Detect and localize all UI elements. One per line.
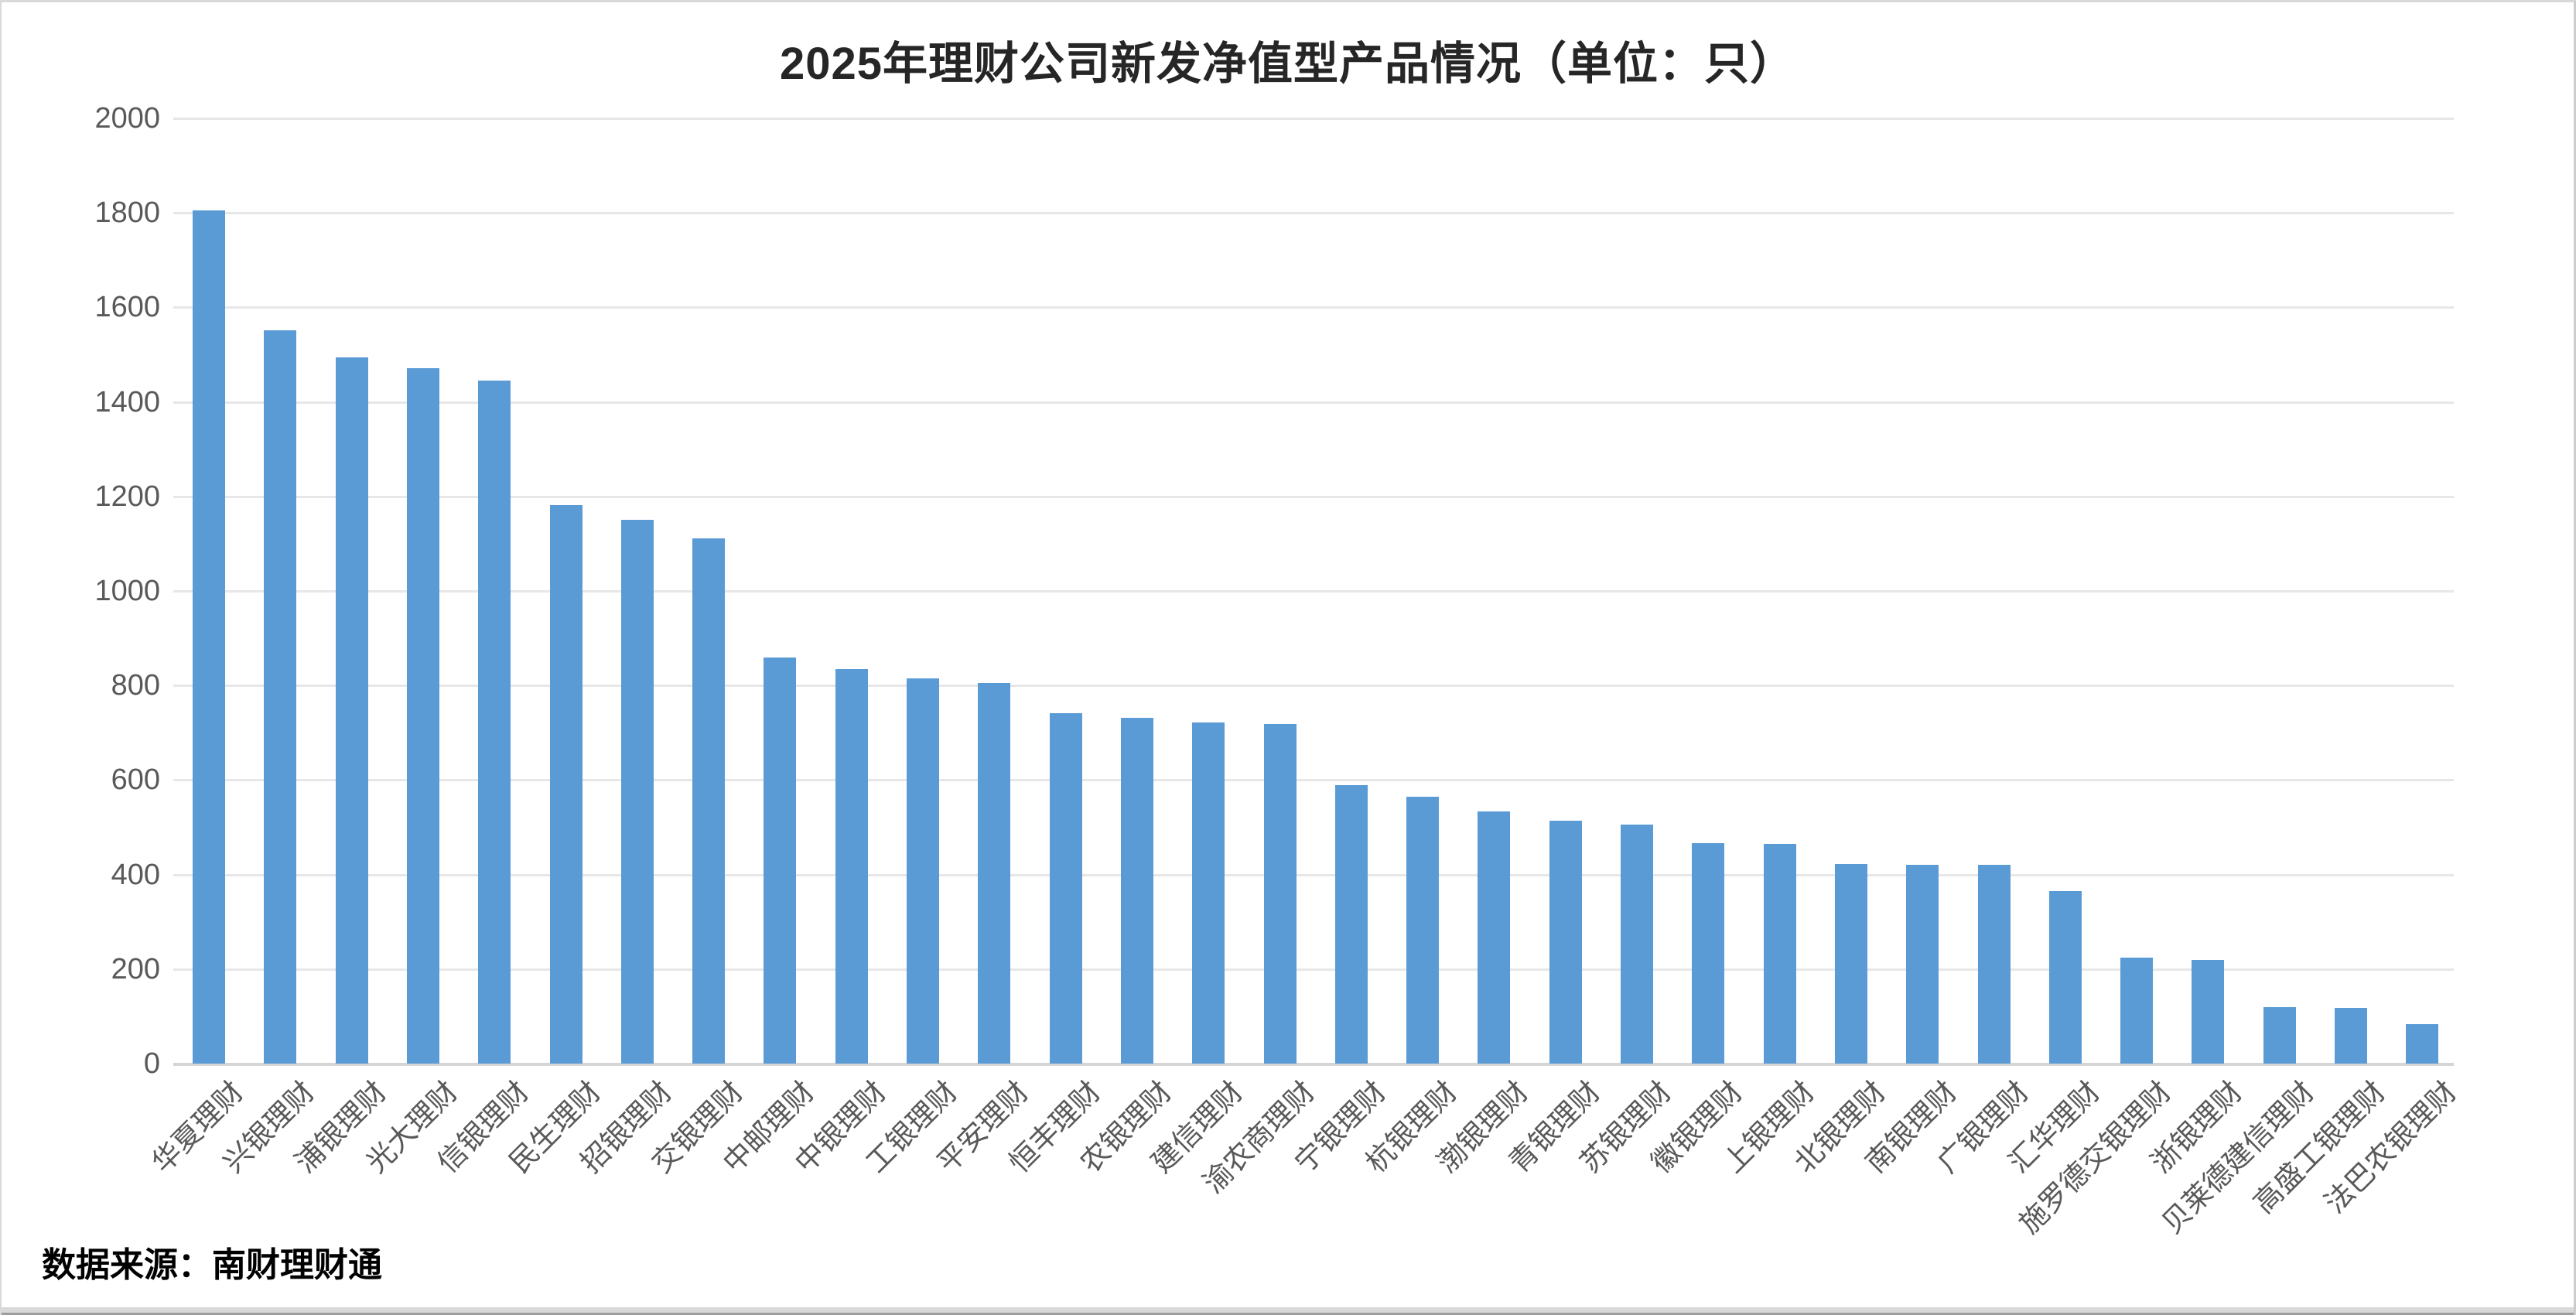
bar-25	[1906, 865, 1939, 1064]
bar-8	[692, 538, 725, 1064]
y-axis-tick-label: 0	[143, 1047, 160, 1080]
bar-29	[2192, 960, 2224, 1064]
bar-10	[835, 669, 868, 1064]
bar-22	[1692, 843, 1724, 1064]
y-axis-tick-label: 1400	[94, 385, 160, 418]
bar-31	[2335, 1008, 2367, 1064]
data-source-note: 数据来源：南财理财通	[42, 1246, 382, 1284]
bar-26	[1978, 865, 2011, 1064]
bar-12	[978, 683, 1010, 1064]
bar-2	[264, 330, 296, 1064]
bar-15	[1192, 722, 1225, 1064]
bar-5	[478, 381, 511, 1064]
gridline	[173, 873, 2454, 876]
bar-1	[193, 210, 225, 1064]
bar-11	[907, 678, 939, 1064]
y-axis-tick-label: 200	[111, 952, 160, 985]
bar-30	[2263, 1007, 2296, 1064]
y-axis-tick-label: 800	[111, 669, 160, 702]
bar-14	[1121, 718, 1153, 1064]
bar-3	[336, 357, 368, 1064]
chart-title: 2025年理财公司新发净值型产品情况（单位：只）	[779, 39, 1796, 89]
bar-7	[621, 520, 654, 1064]
y-axis-tick-label: 2000	[94, 102, 160, 135]
bar-24	[1835, 864, 1867, 1064]
bar-4	[407, 368, 439, 1064]
gridline	[173, 118, 2454, 120]
bar-6	[550, 505, 583, 1064]
y-axis-tick-label: 600	[111, 763, 160, 797]
gridline	[173, 401, 2454, 404]
y-axis-tick-label: 1000	[94, 575, 160, 607]
bar-17	[1335, 785, 1368, 1064]
y-axis-tick-label: 1800	[94, 196, 160, 230]
bar-9	[764, 658, 796, 1064]
bar-19	[1478, 811, 1510, 1064]
gridline	[173, 306, 2454, 309]
bar-16	[1264, 724, 1297, 1064]
x-axis-line	[173, 1063, 2454, 1066]
gridline	[173, 685, 2454, 688]
bar-21	[1621, 825, 1653, 1064]
bar-32	[2406, 1024, 2438, 1064]
gridline	[173, 590, 2454, 593]
y-axis-tick-label: 400	[111, 858, 160, 891]
window-bottom-edge	[2, 1307, 2574, 1315]
y-axis-tick-label: 1200	[94, 480, 160, 513]
gridline	[173, 779, 2454, 782]
y-axis-tick-label: 1600	[94, 291, 160, 324]
bar-23	[1764, 844, 1796, 1064]
bar-27	[2049, 891, 2082, 1064]
gridline	[173, 968, 2454, 971]
bar-18	[1406, 797, 1439, 1064]
gridline	[173, 212, 2454, 215]
bar-20	[1549, 821, 1582, 1064]
bar-28	[2120, 958, 2153, 1064]
bar-13	[1050, 713, 1082, 1064]
gridline	[173, 495, 2454, 498]
